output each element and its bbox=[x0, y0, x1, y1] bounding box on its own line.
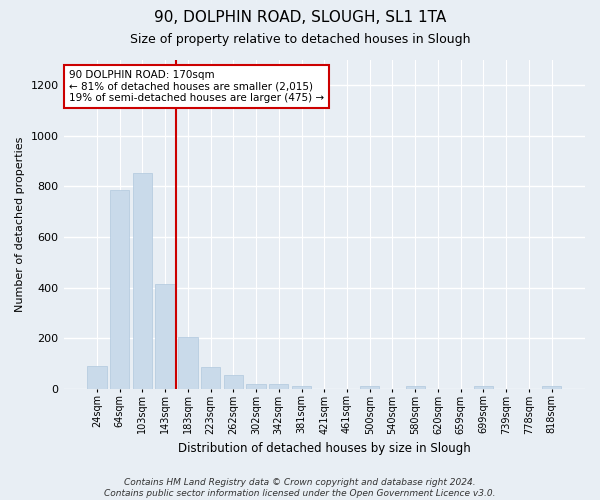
Bar bbox=[87, 366, 107, 388]
Bar bbox=[155, 284, 175, 389]
Text: Contains HM Land Registry data © Crown copyright and database right 2024.
Contai: Contains HM Land Registry data © Crown c… bbox=[104, 478, 496, 498]
Bar bbox=[292, 386, 311, 388]
Bar bbox=[178, 337, 197, 388]
Text: Size of property relative to detached houses in Slough: Size of property relative to detached ho… bbox=[130, 32, 470, 46]
Bar bbox=[110, 190, 130, 388]
Bar bbox=[201, 367, 220, 388]
Bar bbox=[406, 386, 425, 388]
Bar bbox=[360, 386, 379, 388]
Bar bbox=[224, 375, 243, 388]
Bar bbox=[474, 386, 493, 388]
X-axis label: Distribution of detached houses by size in Slough: Distribution of detached houses by size … bbox=[178, 442, 470, 455]
Bar bbox=[269, 384, 289, 388]
Bar bbox=[542, 386, 561, 388]
Text: 90 DOLPHIN ROAD: 170sqm
← 81% of detached houses are smaller (2,015)
19% of semi: 90 DOLPHIN ROAD: 170sqm ← 81% of detache… bbox=[69, 70, 324, 103]
Bar bbox=[247, 384, 266, 388]
Y-axis label: Number of detached properties: Number of detached properties bbox=[15, 136, 25, 312]
Text: 90, DOLPHIN ROAD, SLOUGH, SL1 1TA: 90, DOLPHIN ROAD, SLOUGH, SL1 1TA bbox=[154, 10, 446, 25]
Bar bbox=[133, 172, 152, 388]
